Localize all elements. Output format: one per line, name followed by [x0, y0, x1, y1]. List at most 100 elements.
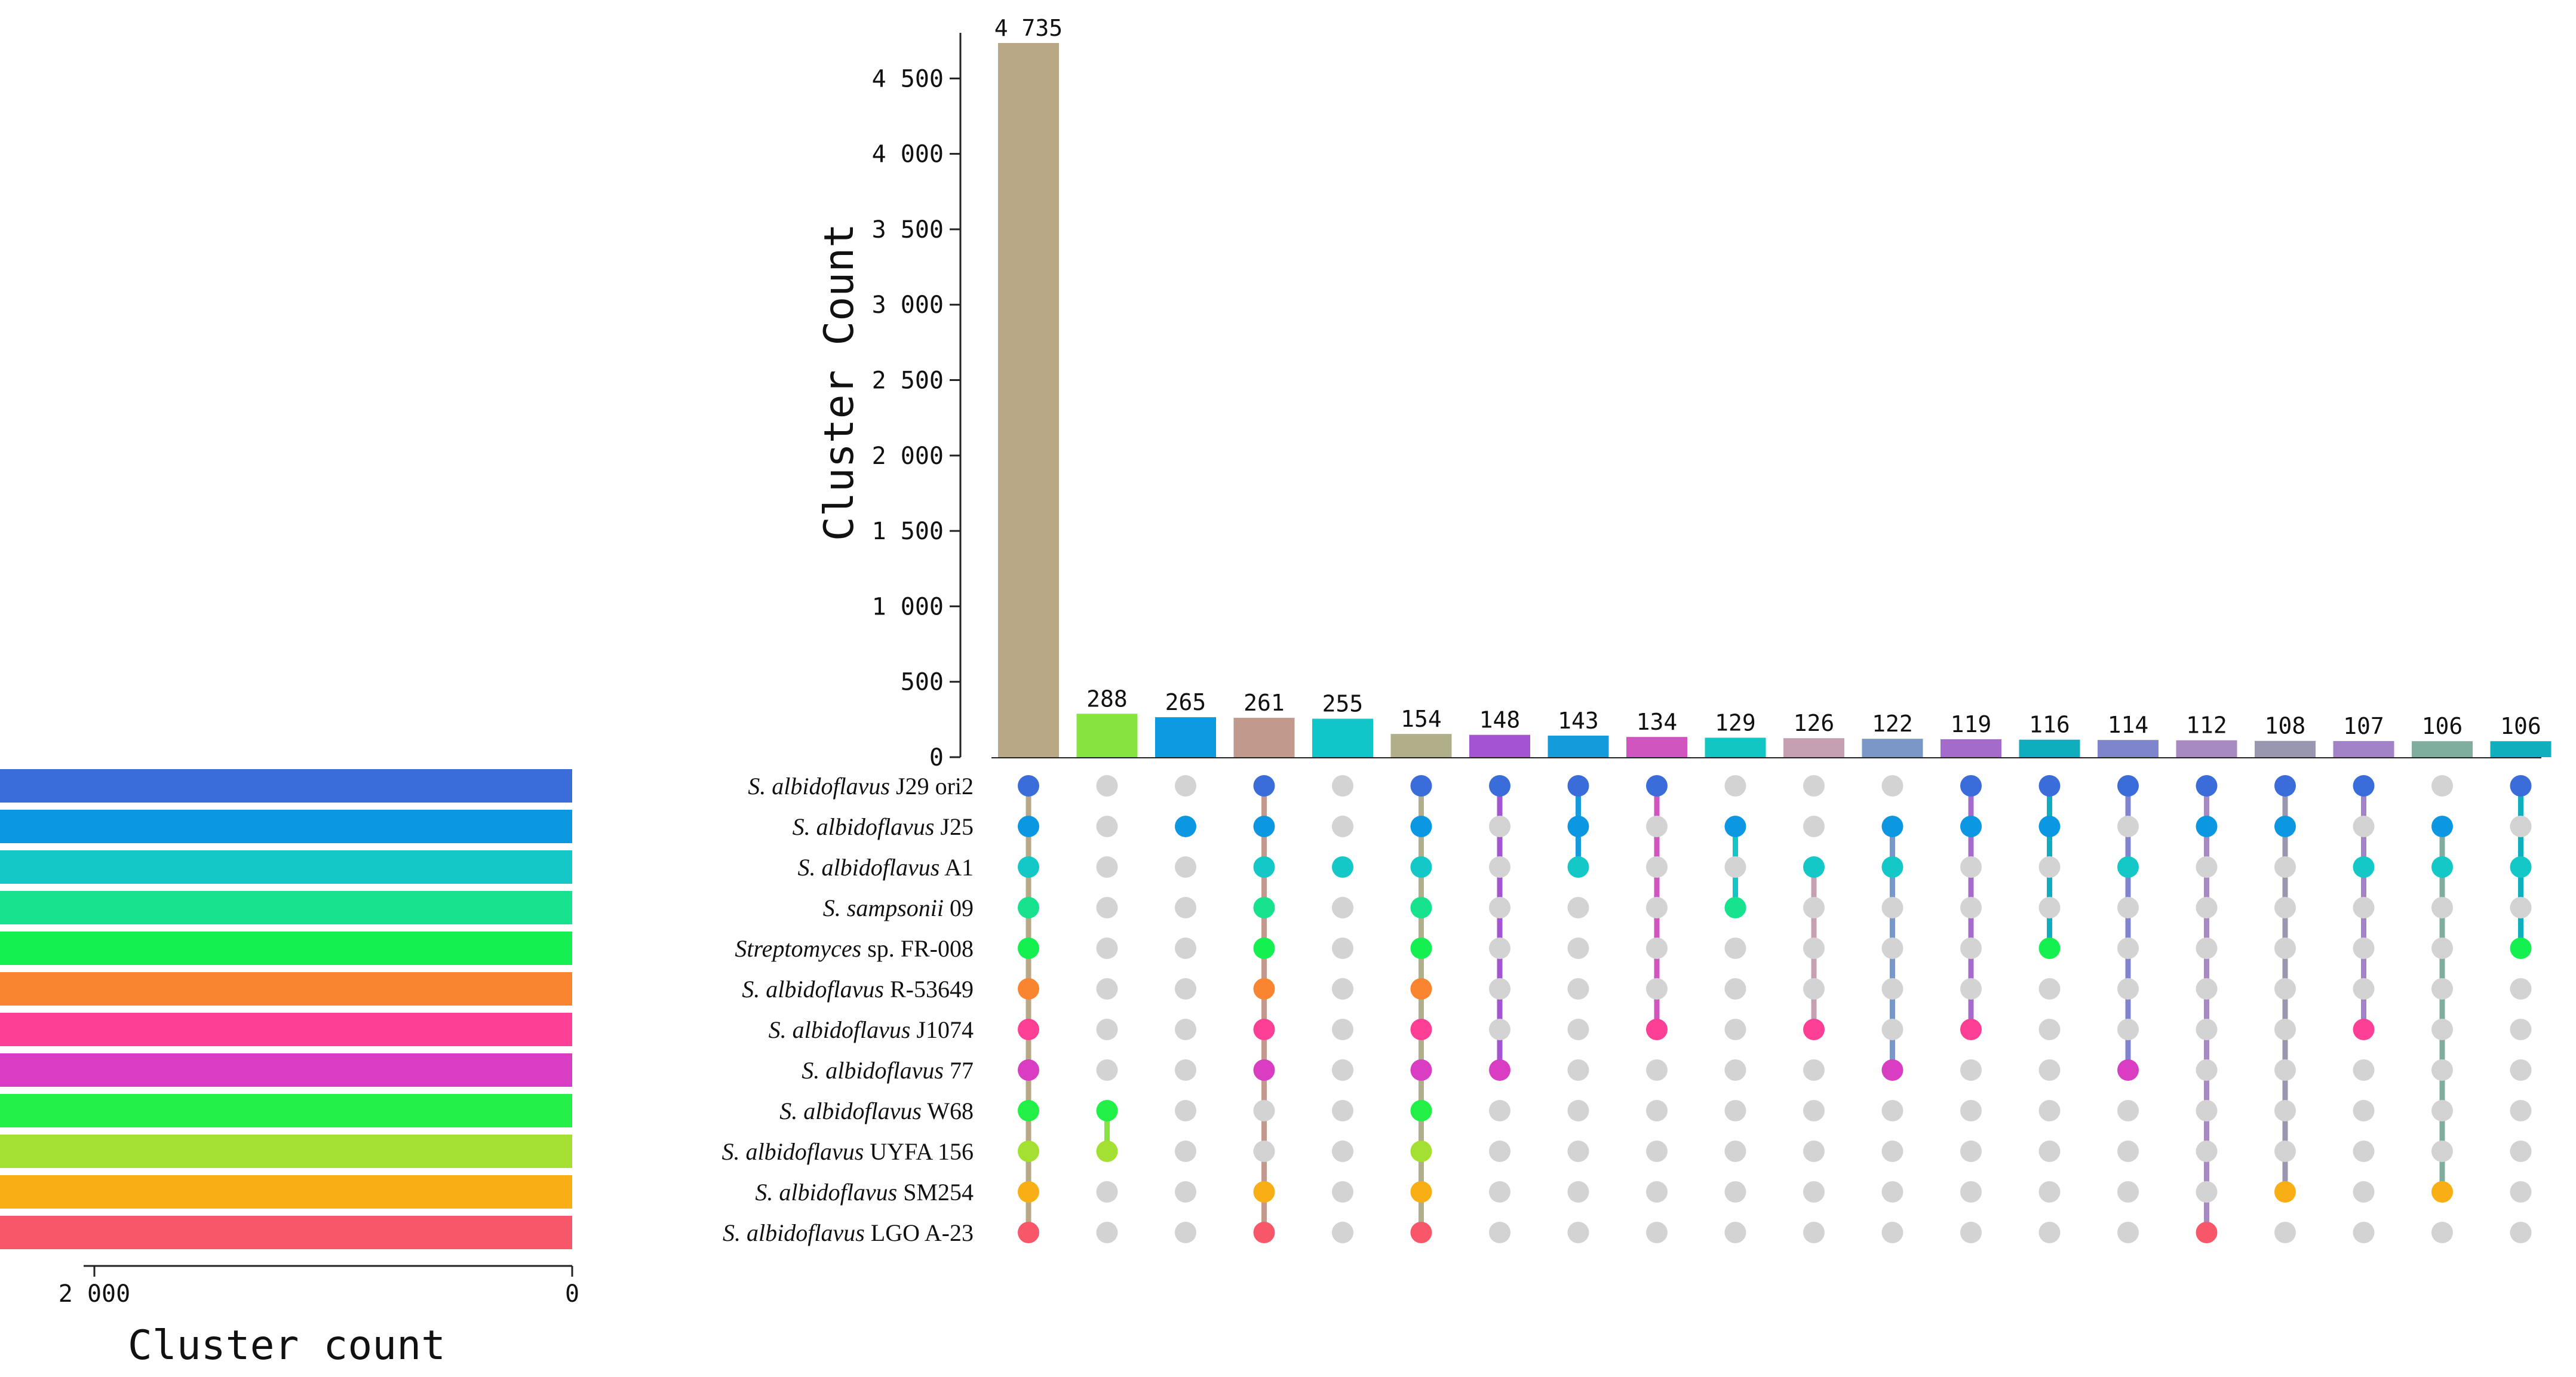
matrix-dot-active: [1096, 1141, 1118, 1162]
matrix-dot-inactive: [1332, 1141, 1353, 1162]
matrix-dot-active: [1803, 856, 1825, 878]
matrix-dot-inactive: [1332, 1059, 1353, 1081]
y-tick-label: 4 000: [872, 141, 944, 168]
matrix-dot-inactive: [2353, 1059, 2375, 1081]
set-size-bar: [0, 891, 572, 924]
matrix-dot-inactive: [1803, 816, 1825, 837]
y-tick-label: 500: [901, 669, 944, 696]
matrix-dot-inactive: [2196, 1059, 2218, 1081]
matrix-dot-inactive: [1175, 1019, 1196, 1040]
matrix-dot-inactive: [2038, 1100, 2061, 1121]
matrix-dot-inactive: [1881, 1100, 1903, 1121]
matrix-dot-inactive: [1960, 978, 1982, 1000]
matrix-dot-active: [1960, 775, 1982, 797]
matrix-dot-active: [1803, 1019, 1825, 1040]
set-size-bar: [0, 1053, 572, 1087]
y-tick-label: 2 500: [872, 367, 944, 395]
set-size-bar: [0, 810, 572, 843]
matrix-dot-inactive: [1175, 856, 1196, 878]
matrix-dot-inactive: [1960, 1100, 1982, 1121]
set-label: S. albidoflavus SM254: [755, 1179, 974, 1206]
set-label: S. albidoflavus LGO A-23: [723, 1219, 974, 1246]
matrix-dot-active: [1489, 775, 1510, 797]
intersection-bar: [2098, 740, 2159, 757]
intersection-y-axis: 0 500 1 000 1 500 2 000 2 500 3 000 3 500 4 000 4…: [872, 33, 962, 772]
matrix-dot-inactive: [1332, 1181, 1353, 1203]
intersection-bar: [2019, 739, 2080, 757]
matrix-dot-inactive: [2431, 1222, 2453, 1243]
matrix-dot-inactive: [1724, 978, 1746, 1000]
matrix-dot-inactive: [2353, 816, 2375, 837]
matrix-dot-inactive: [2038, 1141, 2061, 1162]
intersection-bar: [2176, 740, 2237, 757]
set-size-bar: [0, 769, 572, 803]
bar-value-label: 154: [1401, 706, 1442, 732]
y-axis-title: Cluster Count: [816, 223, 863, 541]
set-label: S. albidoflavus 77: [802, 1057, 974, 1084]
matrix-dot-inactive: [1646, 897, 1668, 918]
matrix-dot-active: [1253, 897, 1275, 918]
matrix-dot-active: [1096, 1100, 1118, 1121]
matrix-dot-inactive: [1646, 816, 1668, 837]
matrix-dot-inactive: [1646, 1100, 1668, 1121]
matrix-dot-inactive: [2196, 856, 2218, 878]
matrix-dot-active: [1018, 1059, 1039, 1081]
matrix-dot-active: [1960, 816, 1982, 837]
matrix-dot-inactive: [1175, 1141, 1196, 1162]
set-label: S. albidoflavus J29 ori2: [748, 773, 974, 800]
set-size-bar-chart: 6 0866 0936 0616 0156 1325 9805 8356 187…: [0, 769, 573, 1249]
matrix-dot-inactive: [1332, 775, 1353, 797]
bar-value-label: 116: [2029, 712, 2070, 738]
matrix-dot-active: [2431, 856, 2453, 878]
matrix-dot-inactive: [1096, 816, 1118, 837]
matrix-dot-inactive: [2196, 938, 2218, 959]
matrix-dot-inactive: [1253, 1141, 1275, 1162]
matrix-dot-inactive: [2510, 897, 2532, 918]
matrix-dot-active: [2353, 856, 2375, 878]
matrix-dot-active: [1724, 897, 1746, 918]
intersection-bar: [1155, 717, 1216, 757]
matrix-dot-inactive: [1724, 1019, 1746, 1040]
matrix-dot-active: [2353, 1019, 2375, 1040]
matrix-dot-inactive: [2274, 1222, 2296, 1243]
matrix-dot-inactive: [1881, 1222, 1903, 1243]
matrix-dot-inactive: [1567, 1059, 1589, 1081]
matrix-dot-inactive: [2431, 938, 2453, 959]
matrix-dot-inactive: [1803, 775, 1825, 797]
matrix-dot-inactive: [1803, 1222, 1825, 1243]
set-label: S. albidoflavus W68: [779, 1098, 974, 1124]
matrix-dot-active: [1253, 938, 1275, 959]
matrix-dot-inactive: [1332, 816, 1353, 837]
matrix-dot-inactive: [2038, 1059, 2061, 1081]
matrix-dot-active: [1410, 978, 1432, 1000]
matrix-dot-inactive: [2117, 816, 2139, 837]
x-tick-label: 0: [565, 1280, 579, 1308]
set-label: S. albidoflavus J1074: [769, 1016, 974, 1043]
bar-value-label: 119: [1951, 711, 1992, 737]
matrix-dot-active: [1018, 938, 1039, 959]
matrix-dot-inactive: [1803, 1100, 1825, 1121]
matrix-dot-active: [2196, 1222, 2218, 1243]
matrix-dot-inactive: [1567, 1181, 1589, 1203]
matrix-dot-active: [1018, 1181, 1039, 1203]
matrix-dot-active: [1881, 856, 1903, 878]
matrix-dot-active: [2117, 775, 2139, 797]
y-tick-label: 3 000: [872, 291, 944, 319]
matrix-dot-active: [1410, 816, 1432, 837]
matrix-dot-active: [2510, 856, 2532, 878]
matrix-dot-inactive: [2431, 1141, 2453, 1162]
matrix-dot-inactive: [1646, 1181, 1668, 1203]
matrix-dot-active: [2038, 938, 2061, 959]
matrix-dot-inactive: [2274, 1019, 2296, 1040]
set-label: S. sampsonii 09: [823, 895, 974, 921]
matrix-dot-inactive: [2431, 775, 2453, 797]
matrix-dot-inactive: [2431, 1100, 2453, 1121]
matrix-dot-inactive: [2353, 1181, 2375, 1203]
bar-value-label: 134: [1637, 709, 1678, 735]
matrix-dot-inactive: [2117, 1100, 2139, 1121]
matrix-dot-inactive: [1096, 775, 1118, 797]
matrix-dot-active: [1881, 816, 1903, 837]
bar-value-label: 4 735: [994, 15, 1063, 41]
matrix-dot-inactive: [1567, 938, 1589, 959]
intersection-bar: [1076, 714, 1138, 757]
